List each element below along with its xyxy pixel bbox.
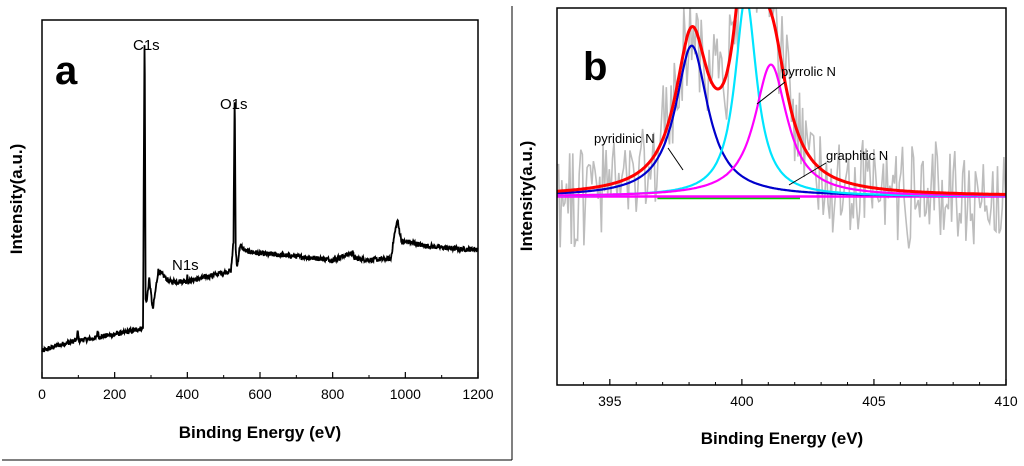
n1s-annotation: N1s xyxy=(172,257,199,274)
survey-y-axis-title: Intensity(a.u.) xyxy=(7,144,26,255)
raw-data-line xyxy=(557,8,1006,249)
n1s-x-tick-label: 400 xyxy=(730,393,754,409)
survey-x-tick-label: 400 xyxy=(176,386,200,402)
o1s-annotation: O1s xyxy=(220,96,248,113)
n1s-x-tick-label: 395 xyxy=(598,393,622,409)
pyridinic-annotation: pyridinic N xyxy=(594,131,655,146)
fitted-envelope-line xyxy=(557,8,1006,196)
panel-label-b: b xyxy=(583,45,607,89)
survey-x-tick-label: 1200 xyxy=(462,386,493,402)
survey-spectrum-line xyxy=(41,45,479,353)
survey-x-tick-labels: 0 200 400 600 800 1000 1200 xyxy=(38,386,494,402)
n1s-x-tick-label: 405 xyxy=(862,393,886,409)
n1s-x-tick-label: 410 xyxy=(994,393,1018,409)
pyrrolic-arrow xyxy=(756,81,786,105)
c1s-annotation: C1s xyxy=(133,37,160,54)
n1s-panel: b 395 400 405 410 pyridinic N pyrrolic N gr… xyxy=(517,7,1018,448)
graphitic-annotation: graphitic N xyxy=(826,148,888,163)
n1s-x-axis-title: Binding Energy (eV) xyxy=(701,429,863,448)
n1s-plot-frame xyxy=(556,7,1007,386)
survey-x-tick-label: 600 xyxy=(248,386,272,402)
graphitic-arrow xyxy=(788,162,827,186)
survey-x-tick-label: 800 xyxy=(321,386,345,402)
n1s-x-ticks xyxy=(556,379,1007,385)
survey-panel: a 0 200 400 600 800 1000 1200 C1s N1s O1s Bind… xyxy=(7,19,494,442)
pyridinic-arrow xyxy=(667,147,684,171)
survey-x-axis-title: Binding Energy (eV) xyxy=(179,423,341,442)
survey-x-ticks xyxy=(41,372,479,378)
survey-x-tick-label: 0 xyxy=(38,386,46,402)
survey-plot-frame xyxy=(41,19,479,379)
panel-label-a: a xyxy=(55,49,78,93)
n1s-y-axis-title: Intensity(a.u.) xyxy=(517,141,536,252)
survey-x-tick-label: 200 xyxy=(103,386,127,402)
n1s-x-tick-labels: 395 400 405 410 xyxy=(598,393,1018,409)
pyrrolic-annotation: pyrrolic N xyxy=(781,64,836,79)
n1s-curves xyxy=(557,8,1006,249)
survey-x-tick-label: 1000 xyxy=(390,386,421,402)
graphitic-peak-line xyxy=(557,63,1006,197)
